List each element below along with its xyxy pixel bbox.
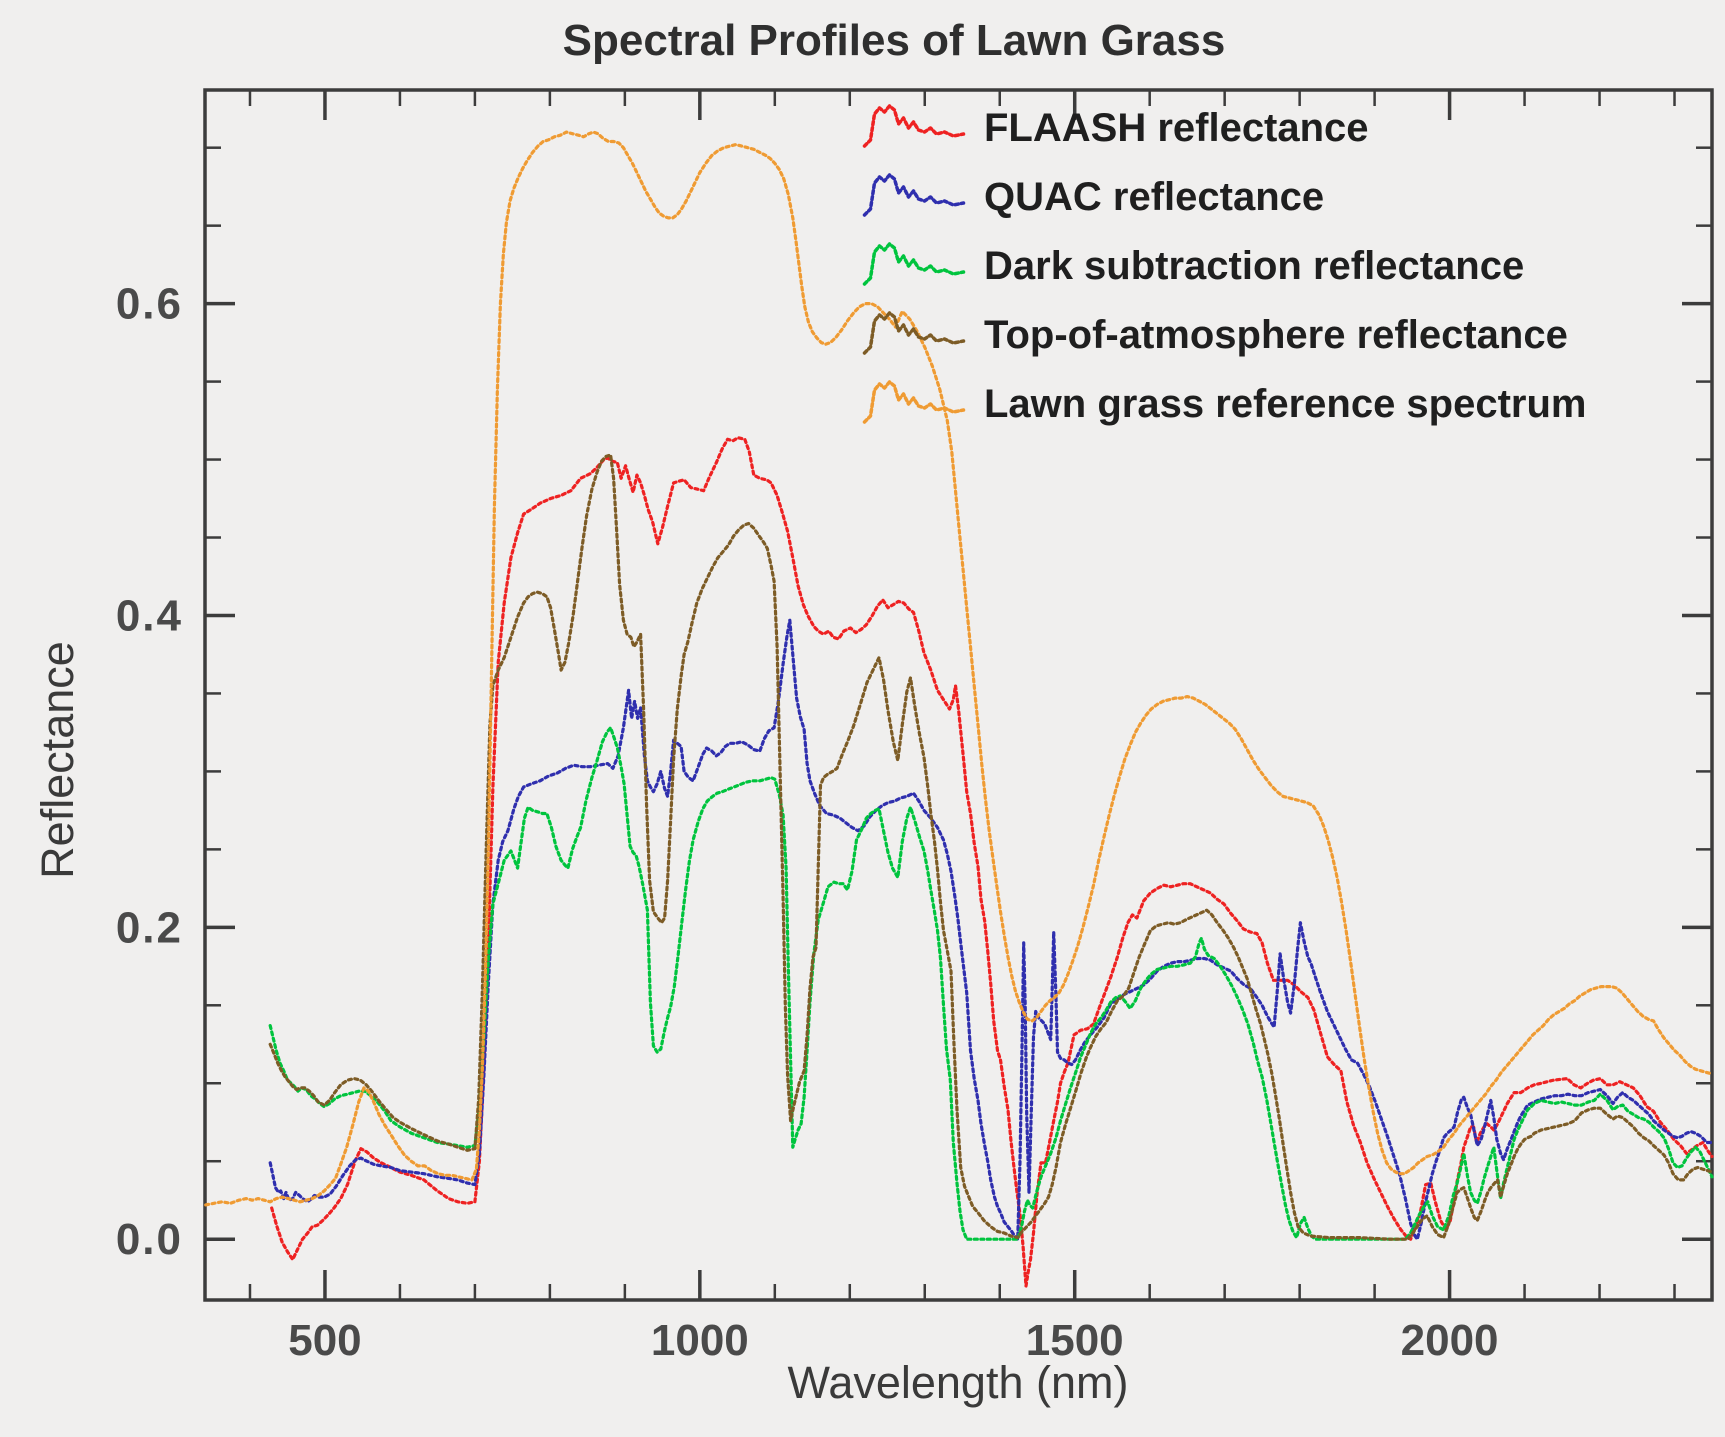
x-tick-label: 2000 (1401, 1316, 1499, 1365)
legend-item-quac: QUAC reflectance (858, 169, 1586, 225)
legend-item-lawn-grass-reference: Lawn grass reference spectrum (858, 376, 1586, 432)
legend-label: Dark subtraction reflectance (984, 243, 1525, 288)
series-line-top-of-atmosphere (268, 453, 1714, 1241)
series-line-dark-subtraction (268, 726, 1714, 1241)
legend-label: Lawn grass reference spectrum (984, 381, 1587, 426)
y-tick-label: 0.0 (116, 1215, 183, 1264)
series-line-lawn-grass-reference (204, 130, 1714, 1207)
chart-title: Spectral Profiles of Lawn Grass (562, 16, 1226, 65)
dark-subtraction-line-sample-icon (862, 242, 966, 286)
x-tick-label: 1000 (651, 1316, 749, 1365)
legend-item-dark-subtraction: Dark subtraction reflectance (858, 238, 1586, 294)
y-tick-label: 0.4 (116, 591, 183, 640)
flaash-line-sample-icon (862, 104, 966, 148)
series-line-quac (268, 618, 1714, 1241)
legend-label: FLAASH reflectance (984, 105, 1369, 150)
legend-item-top-of-atmosphere: Top-of-atmosphere reflectance (858, 307, 1586, 363)
y-axis-title: Reflectance (32, 641, 83, 879)
lawn-grass-reference-line-sample-icon (862, 380, 966, 424)
plot-frame (203, 88, 1714, 1302)
x-axis-title: Wavelength (nm) (787, 1357, 1129, 1408)
top-of-atmosphere-line-sample-icon (862, 311, 966, 355)
y-tick-label: 0.6 (116, 280, 183, 329)
x-tick-label: 1500 (1026, 1316, 1124, 1365)
legend: FLAASH reflectance QUAC reflectance Dark… (858, 100, 1586, 432)
quac-line-sample-icon (862, 173, 966, 217)
legend-item-flaash: FLAASH reflectance (858, 100, 1586, 156)
x-tick-label: 500 (288, 1316, 361, 1365)
legend-label: QUAC reflectance (984, 174, 1325, 219)
legend-label: Top-of-atmosphere reflectance (984, 312, 1568, 357)
y-tick-label: 0.2 (116, 903, 183, 952)
